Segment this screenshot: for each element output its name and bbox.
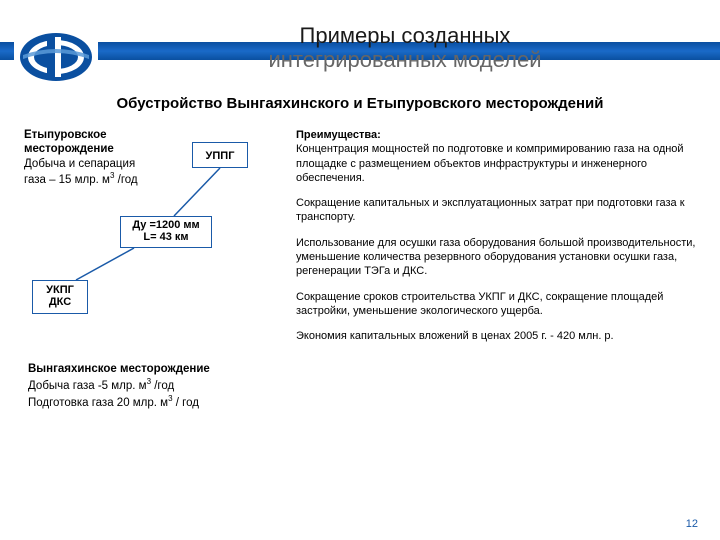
field2-l1-pre: Добыча газа -5 млр. м <box>28 380 147 392</box>
field2-l2-pre: Подготовка газа 20 млр. м <box>28 397 168 409</box>
adv-p3: Использование для осушки газа оборудован… <box>296 236 700 279</box>
adv-p1: Преимущества: Концентрация мощностей по … <box>296 128 700 185</box>
title-line-1: Примеры созданных <box>180 24 630 48</box>
field2-l1-post: /год <box>151 380 174 392</box>
logo-icon <box>17 29 95 85</box>
field2-name: Вынгаяхинское месторождение <box>28 363 210 375</box>
diagram: Етыпуровское месторождение Добыча и сепа… <box>24 128 274 353</box>
subtitle: Обустройство Вынгаяхинского и Етыпуровск… <box>70 95 650 112</box>
page-number: 12 <box>686 518 698 530</box>
field2-l2-post: / год <box>173 397 199 409</box>
header-band: Примеры созданных интегрированных моделе… <box>0 16 720 76</box>
adv-p5: Экономия капитальных вложений в ценах 20… <box>296 329 700 343</box>
slide-title: Примеры созданных интегрированных моделе… <box>180 24 630 72</box>
adv-p2: Сокращение капитальных и эксплуатационны… <box>296 196 700 225</box>
title-line-2: интегрированных моделей <box>180 48 630 72</box>
logo <box>14 26 98 88</box>
diagram-lines <box>24 128 274 348</box>
adv-p1-text: Концентрация мощностей по подготовке и к… <box>296 143 684 184</box>
adv-p4: Сокращение сроков строительства УКПГ и Д… <box>296 290 700 319</box>
advantages: Преимущества: Концентрация мощностей по … <box>296 128 700 355</box>
field2-desc: Вынгаяхинское месторождение Добыча газа … <box>28 362 288 410</box>
adv-heading: Преимущества: <box>296 129 381 141</box>
